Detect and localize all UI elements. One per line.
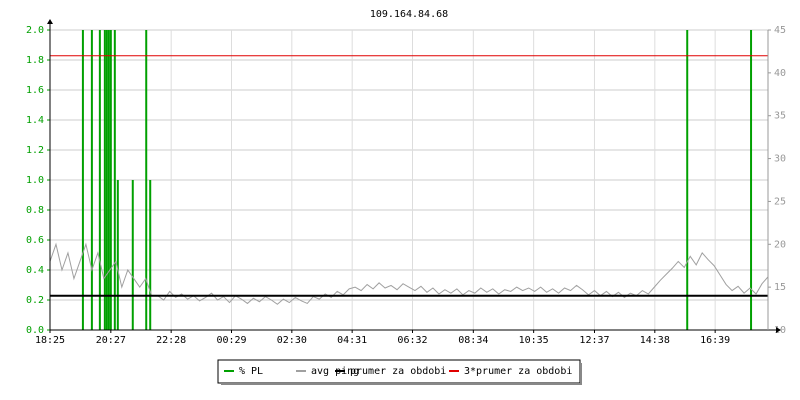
x-tick-label: 12:37: [579, 335, 609, 346]
legend-label: prumer za obdobi: [350, 366, 446, 377]
x-tick-label: 10:35: [519, 335, 549, 346]
y2-tick-label: 15: [774, 282, 786, 293]
y-tick-label: 0.8: [26, 205, 44, 216]
x-tick-label: 04:31: [337, 335, 367, 346]
y-axis-arrow: [47, 19, 53, 24]
y-tick-label: 0.2: [26, 295, 44, 306]
y2-tick-label: 45: [774, 25, 786, 36]
x-tick-label: 08:34: [458, 335, 488, 346]
y2-tick-label: 40: [774, 68, 786, 79]
x-tick-label: 18:25: [35, 335, 65, 346]
x-axis-arrow: [776, 327, 781, 333]
x-tick-label: 20:27: [96, 335, 126, 346]
y2-tick-label: 20: [774, 239, 786, 250]
x-tick-label: 22:28: [156, 335, 186, 346]
y-tick-label: 1.4: [26, 115, 44, 126]
y-tick-label: 1.0: [26, 175, 44, 186]
y2-tick-label: 25: [774, 196, 786, 207]
y2-tick-label: 30: [774, 154, 786, 165]
y-tick-label: 0.6: [26, 235, 44, 246]
x-tick-label: 00:29: [216, 335, 246, 346]
y-tick-label: 0.4: [26, 265, 44, 276]
y-tick-label: 0.0: [26, 325, 44, 336]
y-tick-label: 1.6: [26, 85, 44, 96]
x-tick-label: 16:39: [700, 335, 730, 346]
chart-title: 109.164.84.68: [370, 9, 448, 20]
y-tick-label: 2.0: [26, 25, 44, 36]
ping-line: [49, 242, 769, 305]
x-tick-label: 06:32: [397, 335, 427, 346]
legend-label: % PL: [239, 366, 263, 377]
x-tick-label: 02:30: [277, 335, 307, 346]
x-tick-label: 14:38: [640, 335, 670, 346]
legend-label: 3*prumer za obdobi: [464, 366, 572, 377]
y-tick-label: 1.2: [26, 145, 44, 156]
y-tick-label: 1.8: [26, 55, 44, 66]
y2-tick-label: 35: [774, 111, 786, 122]
